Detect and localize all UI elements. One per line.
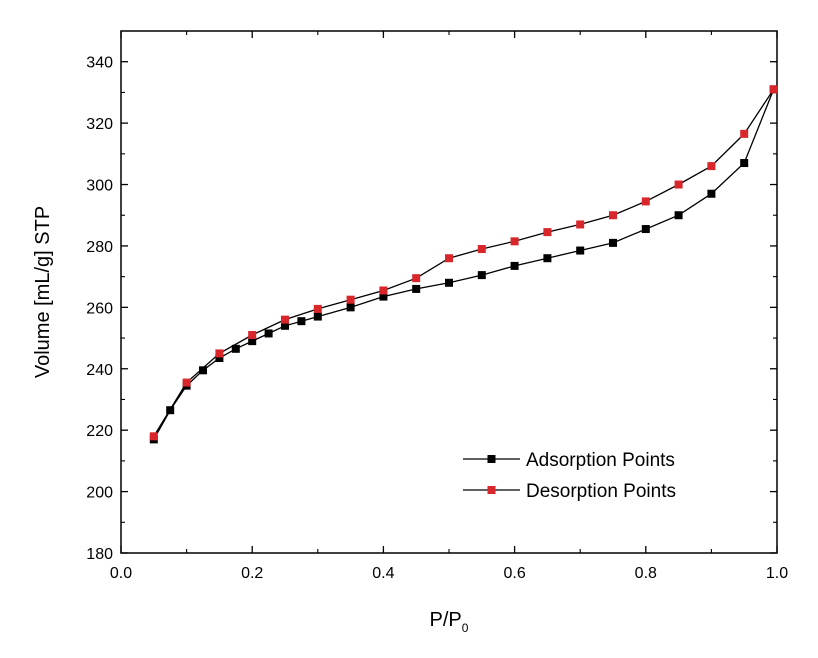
x-axis-title-main: P/P [430, 609, 462, 631]
point-adsorption-points [297, 317, 306, 326]
point-adsorption-points [231, 344, 240, 353]
y-tick-label: 260 [86, 300, 113, 317]
point-adsorption-points [313, 312, 322, 321]
point-desorption-points [674, 180, 683, 189]
y-tick-label: 280 [86, 239, 113, 256]
point-adsorption-points [215, 354, 224, 363]
point-adsorption-points [199, 366, 207, 375]
point-desorption-points [510, 237, 519, 246]
series-line-desorption-points [153, 88, 775, 437]
y-tick-label: 180 [86, 546, 113, 563]
point-adsorption-points [445, 278, 453, 287]
x-tick-label: 0.4 [372, 565, 394, 582]
point-adsorption-points [412, 284, 421, 293]
point-adsorption-points [641, 225, 650, 234]
point-adsorption-points [707, 189, 716, 198]
point-desorption-points [281, 315, 289, 324]
x-axis-title: P/P0 [430, 609, 469, 635]
y-tick-label: 340 [86, 55, 113, 72]
point-adsorption-points [346, 303, 355, 312]
y-tick-label: 300 [86, 178, 113, 195]
point-adsorption-points [379, 292, 388, 301]
y-tick-label: 220 [86, 423, 113, 440]
point-desorption-points [412, 274, 421, 283]
point-adsorption-points [576, 246, 585, 255]
point-desorption-points [182, 378, 191, 387]
x-axis-title-subscript: 0 [462, 621, 469, 635]
y-axis-title: Volume [mL/g] STP [32, 206, 54, 378]
x-tick-label: 1.0 [766, 565, 788, 582]
x-tick-label: 0.0 [110, 565, 132, 582]
y-tick-label: 320 [86, 116, 113, 133]
point-adsorption-points [674, 211, 683, 220]
point-desorption-points [215, 349, 224, 358]
series-layer [149, 85, 778, 444]
y-tick-label: 240 [86, 362, 113, 379]
point-desorption-points [641, 197, 650, 206]
point-desorption-points [609, 211, 617, 220]
point-desorption-points [543, 228, 552, 237]
legend-label-desorption: Desorption Points [526, 481, 676, 502]
point-adsorption-points [477, 271, 486, 280]
axis-ticks [120, 31, 778, 554]
point-desorption-points [379, 286, 388, 295]
plot-area [120, 30, 778, 554]
point-desorption-points [346, 295, 355, 304]
point-desorption-points [445, 254, 453, 263]
point-desorption-points [769, 85, 778, 94]
legend-entry-adsorption: Adsorption Points [463, 450, 675, 471]
point-adsorption-points [609, 238, 617, 247]
point-desorption-points [707, 162, 716, 171]
point-desorption-points [477, 245, 486, 254]
point-adsorption-points [248, 337, 257, 346]
point-adsorption-points [543, 254, 552, 263]
point-adsorption-points [510, 261, 519, 270]
point-adsorption-points [264, 329, 273, 338]
x-tick-label: 0.6 [503, 565, 525, 582]
y-tick-label: 200 [86, 485, 113, 502]
legend: Adsorption Points Desorption Points [463, 450, 676, 502]
legend-marker-adsorption [487, 455, 496, 463]
point-adsorption-points [166, 406, 175, 415]
point-desorption-points [149, 432, 158, 441]
x-tick-label: 0.8 [635, 565, 657, 582]
point-adsorption-points [740, 159, 749, 168]
legend-label-adsorption: Adsorption Points [526, 450, 675, 471]
tick-labels: 0.0 0.2 0.4 0.6 0.8 1.0 180 200 220 240 260 280 300 3… [86, 55, 788, 582]
point-adsorption-points [281, 321, 289, 330]
point-desorption-points [313, 304, 322, 313]
legend-marker-desorption [487, 486, 496, 494]
x-tick-label: 0.2 [241, 565, 263, 582]
point-desorption-points [740, 129, 749, 138]
point-desorption-points [248, 330, 257, 339]
point-desorption-points [576, 220, 585, 229]
legend-entry-desorption: Desorption Points [463, 481, 676, 502]
